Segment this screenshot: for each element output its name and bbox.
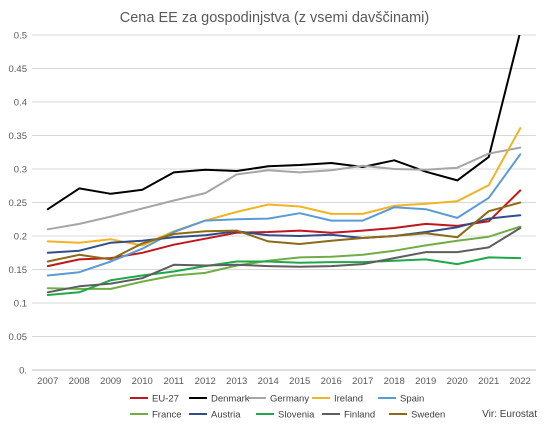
legend-label-germany: Germany: [270, 394, 309, 405]
series-line-austria: [46, 214, 522, 254]
legend-label-spain: Spain: [400, 394, 424, 405]
x-tick-label: 2014: [258, 376, 279, 387]
x-tick-label: 2008: [69, 376, 90, 387]
y-tick-label: 0.1: [14, 299, 27, 310]
y-tick-label: 0.: [19, 366, 27, 377]
x-tick-label: 2019: [415, 376, 436, 387]
y-tick-label: 0.25: [9, 198, 28, 209]
source-note: Vir: Eurostat: [482, 409, 537, 420]
x-tick-label: 2020: [447, 376, 468, 387]
x-tick-label: 2022: [510, 376, 531, 387]
series-lines: [46, 35, 522, 296]
y-tick-label: 0.3: [14, 165, 27, 176]
series-line-sweden: [46, 201, 522, 263]
series-line-germany: [46, 146, 522, 231]
y-tick-label: 0.35: [9, 131, 28, 142]
x-tick-label: 2010: [132, 376, 153, 387]
series-line-spain: [46, 153, 522, 277]
series-line-denmark: [46, 35, 521, 211]
legend-label-austria: Austria: [211, 410, 241, 421]
legend-label-eu-27: EU-27: [152, 394, 179, 405]
legend-label-slovenia: Slovenia: [278, 410, 315, 421]
y-tick-label: 0.05: [9, 332, 28, 343]
x-tick-label: 2016: [321, 376, 342, 387]
y-tick-label: 0.2: [14, 232, 27, 243]
x-tick-label: 2018: [384, 376, 405, 387]
legend-label-denmark: Denmark: [211, 394, 250, 405]
y-tick-label: 0.45: [9, 64, 28, 75]
legend-label-sweden: Sweden: [411, 410, 445, 421]
y-tick-label: 0.4: [14, 98, 27, 109]
x-tick-label: 2007: [37, 376, 58, 387]
axes: 0. 0.05 0.1 0.15 0.2 0.25 0.3 0.35 0.4 0.45 0.5 200…: [9, 31, 536, 387]
chart-title: Cena EE za gospodinjstva (z vsemi davšči…: [120, 10, 429, 26]
legend-label-ireland: Ireland: [334, 394, 363, 405]
x-tick-label: 2017: [352, 376, 373, 387]
legend-label-finland: Finland: [344, 410, 375, 421]
gridlines: [32, 34, 536, 337]
y-tick-label: 0.5: [14, 31, 27, 42]
y-tick-label: 0.15: [9, 265, 28, 276]
series-line-finland: [46, 227, 522, 294]
x-tick-label: 2011: [164, 376, 184, 387]
x-tick-label: 2021: [478, 376, 499, 387]
x-tick-label: 2013: [226, 376, 247, 387]
x-tick-label: 2009: [100, 376, 121, 387]
series-line-france: [46, 225, 522, 290]
x-tick-label: 2012: [195, 376, 216, 387]
x-tick-label: 2015: [289, 376, 310, 387]
series-line-slovenia: [46, 256, 522, 296]
legend-label-france: France: [152, 410, 182, 421]
legend: EU-27 Denmark Germany Ireland Spain France Aus…: [130, 394, 445, 421]
